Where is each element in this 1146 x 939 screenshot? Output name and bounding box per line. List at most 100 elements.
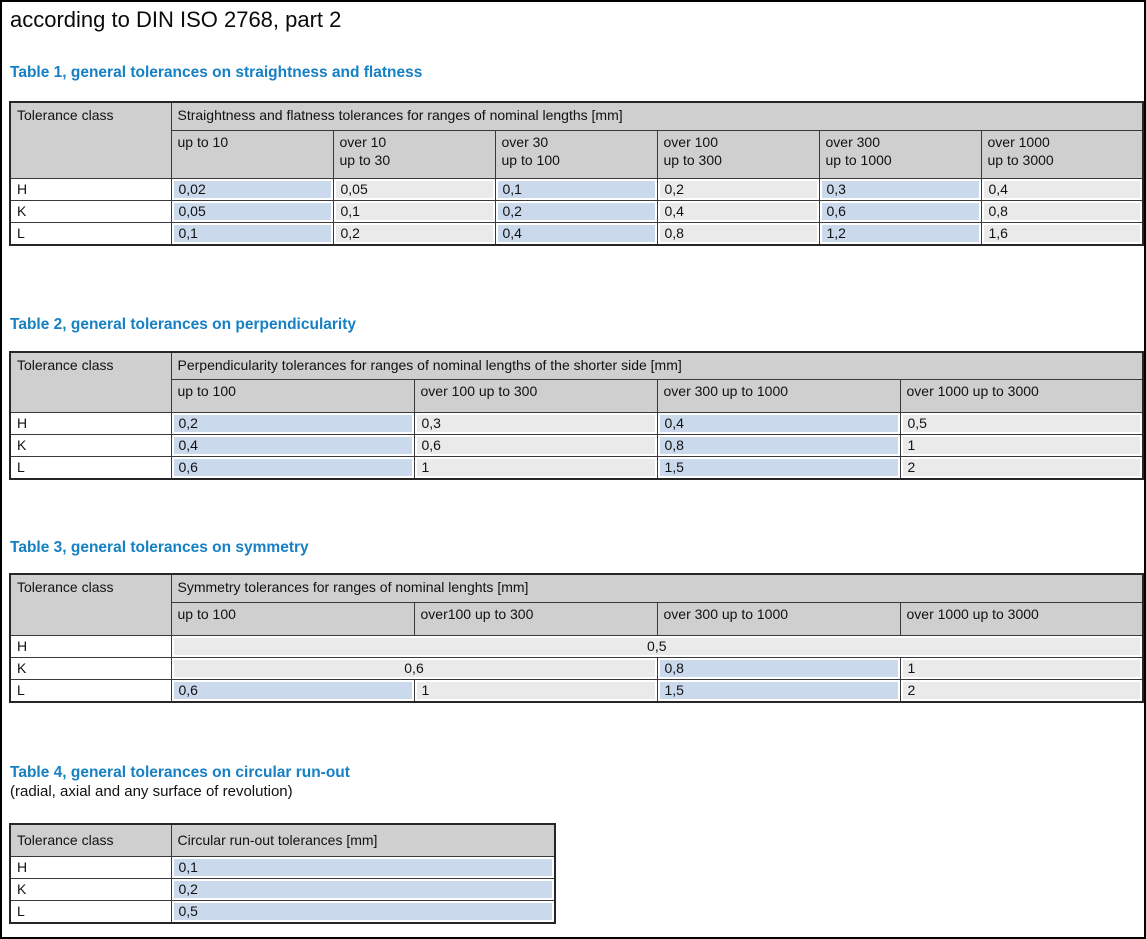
tolerance-value: 1 bbox=[416, 459, 655, 476]
tolerance-value: 0,4 bbox=[983, 180, 1140, 198]
header-cell-range: over 1000 up to 3000 bbox=[899, 379, 1144, 413]
header-cell-tolerance-class: Tolerance class bbox=[9, 351, 172, 413]
tolerance-class-cell: H bbox=[9, 856, 172, 879]
tolerance-value-cell: 0,8 bbox=[656, 656, 901, 680]
header-cell-range: over 100 up to 300 bbox=[413, 379, 658, 413]
tolerance-value-cell: 1,5 bbox=[656, 456, 901, 480]
subheader-row: up to 100 over 100 up to 300 over 300 up t… bbox=[10, 379, 1144, 413]
tolerance-value-cell: 0,1 bbox=[332, 199, 496, 223]
header-range-line: up to 1000 bbox=[825, 151, 892, 168]
header-range-line: over 1000 bbox=[987, 133, 1050, 150]
tolerance-value-cell: 0,05 bbox=[332, 177, 496, 201]
tolerance-value: 1,5 bbox=[659, 459, 898, 476]
tolerance-value: 0,4 bbox=[173, 437, 412, 454]
header-cell-span: Perpendicularity tolerances for ranges o… bbox=[170, 351, 1144, 380]
header-cell-tolerance-class: Tolerance class bbox=[9, 823, 172, 857]
tolerance-value: 0,8 bbox=[983, 202, 1140, 220]
tolerance-value-cell: 0,2 bbox=[332, 221, 496, 245]
tolerance-value-cell: 0,6 bbox=[170, 456, 415, 480]
header-row: Tolerance class Symmetry tolerances for r… bbox=[9, 573, 1144, 636]
tolerance-value-cell: 0,3 bbox=[818, 177, 982, 201]
tolerance-value-cell: 1,6 bbox=[980, 221, 1144, 245]
header-range-line: over 100 bbox=[663, 133, 718, 150]
header-cell-range: over 10 up to 30 bbox=[332, 129, 496, 179]
header-cell-range: over 1000 up to 3000 bbox=[899, 601, 1144, 636]
tolerance-value: 1 bbox=[416, 681, 655, 699]
tolerance-class-cell: K bbox=[9, 434, 172, 457]
tolerance-value-cell: 0,4 bbox=[494, 221, 658, 245]
header-row: Tolerance class Perpendicularity toleranc… bbox=[9, 351, 1144, 413]
table-subtitle: (radial, axial and any surface of revolu… bbox=[10, 782, 293, 800]
header-cell-range: over 100 up to 300 bbox=[656, 129, 820, 179]
header-cell-range: up to 100 bbox=[170, 379, 415, 413]
header-cell-range: over100 up to 300 bbox=[413, 601, 658, 636]
header-cell-span: Circular run-out tolerances [mm] bbox=[170, 823, 556, 857]
tolerance-table: Tolerance class Circular run-out toleranc… bbox=[9, 822, 556, 924]
tolerance-value: 0,02 bbox=[173, 180, 331, 198]
header-range-line: over 1000 up to 3000 bbox=[906, 605, 1039, 622]
tolerance-value-cell: 0,8 bbox=[980, 199, 1144, 223]
table-heading: Table 1, general tolerances on straightn… bbox=[10, 64, 423, 81]
tolerance-value-cell: 0,6 bbox=[413, 434, 658, 457]
tolerance-row-L: L 0,6 1 1,5 2 bbox=[9, 678, 1144, 702]
header-row: Tolerance class Circular run-out toleranc… bbox=[9, 823, 556, 857]
tolerance-value: 1 bbox=[902, 437, 1141, 454]
tolerance-value: 0,1 bbox=[497, 180, 655, 198]
tolerance-value-cell: 1 bbox=[899, 434, 1144, 457]
tolerance-row-H: H 0,2 0,3 0,4 0,5 bbox=[9, 412, 1144, 435]
tolerance-value: 0,5 bbox=[173, 903, 552, 920]
tolerance-value: 0,2 bbox=[659, 180, 817, 198]
tolerance-value: 0,3 bbox=[416, 415, 655, 432]
tolerance-value: 0,5 bbox=[902, 415, 1141, 432]
tolerance-row-H: H 0,5 bbox=[9, 634, 1144, 658]
header-cell-range: up to 100 bbox=[170, 601, 415, 636]
header-cell-range: over 1000 up to 3000 bbox=[980, 129, 1144, 179]
header-cell-span: Straightness and flatness tolerances for… bbox=[170, 101, 1144, 131]
tolerance-value: 0,1 bbox=[173, 224, 331, 242]
header-range-line: up to 100 bbox=[177, 605, 236, 622]
tolerance-value-cell: 2 bbox=[899, 456, 1144, 480]
tolerance-value-cell: 0,4 bbox=[656, 199, 820, 223]
tolerance-row-L: L 0,1 0,2 0,4 0,8 1,2 1,6 bbox=[9, 221, 1144, 245]
tolerance-class-cell: H bbox=[9, 412, 172, 435]
tolerance-table: Tolerance class Perpendicularity toleranc… bbox=[9, 350, 1144, 480]
header-range-line: up to 100 bbox=[501, 151, 560, 168]
tolerance-value-cell: 1 bbox=[899, 656, 1144, 680]
tolerance-class-cell: K bbox=[9, 656, 172, 680]
header-range-line: over 100 up to 300 bbox=[420, 383, 538, 399]
header-cell-range: over 300 up to 1000 bbox=[656, 601, 901, 636]
table-section: Table 2, general tolerances on perpendic… bbox=[9, 315, 1144, 480]
tolerance-value: 0,6 bbox=[173, 659, 655, 677]
tolerance-row-L: L 0,5 bbox=[9, 900, 556, 924]
page-title: according to DIN ISO 2768, part 2 bbox=[10, 7, 342, 32]
tolerance-value-cell: 0,2 bbox=[170, 412, 415, 435]
tolerance-value: 0,2 bbox=[497, 202, 655, 220]
tolerance-value-cell: 0,6 bbox=[818, 199, 982, 223]
tolerance-value: 1,6 bbox=[983, 224, 1140, 242]
tolerance-value: 0,05 bbox=[173, 202, 331, 220]
tolerance-value-cell: 0,5 bbox=[899, 412, 1144, 435]
tolerance-value: 0,6 bbox=[173, 459, 412, 476]
tolerance-value: 0,1 bbox=[335, 202, 493, 220]
tolerance-value-cell: 0,2 bbox=[494, 199, 658, 223]
tolerance-class-cell: K bbox=[9, 199, 172, 223]
tolerance-value: 0,2 bbox=[173, 881, 552, 898]
header-cell-range: up to 10 bbox=[170, 129, 334, 179]
tolerance-value: 0,8 bbox=[659, 224, 817, 242]
tolerance-value: 0,6 bbox=[416, 437, 655, 454]
tolerance-value-cell: 0,02 bbox=[170, 177, 334, 201]
tolerance-value: 0,6 bbox=[173, 681, 412, 699]
tables-container: Table 1, general tolerances on straightn… bbox=[9, 63, 1144, 924]
tolerance-value-cell: 0,4 bbox=[656, 412, 901, 435]
tolerance-value-cell: 0,2 bbox=[656, 177, 820, 201]
header-range-line: over 300 up to 1000 bbox=[663, 383, 789, 399]
header-range-line: up to 100 bbox=[177, 383, 236, 399]
tolerance-value: 0,5 bbox=[173, 637, 1141, 655]
table-heading: Table 4, general tolerances on circular … bbox=[10, 763, 350, 781]
tolerance-value: 0,1 bbox=[173, 859, 552, 876]
tolerance-row-H: H 0,1 bbox=[9, 856, 556, 879]
table-heading: Table 3, general tolerances on symmetry bbox=[10, 539, 309, 556]
tolerance-row-K: K 0,6 0,8 1 bbox=[9, 656, 1144, 680]
table-section: Table 1, general tolerances on straightn… bbox=[9, 63, 1144, 246]
